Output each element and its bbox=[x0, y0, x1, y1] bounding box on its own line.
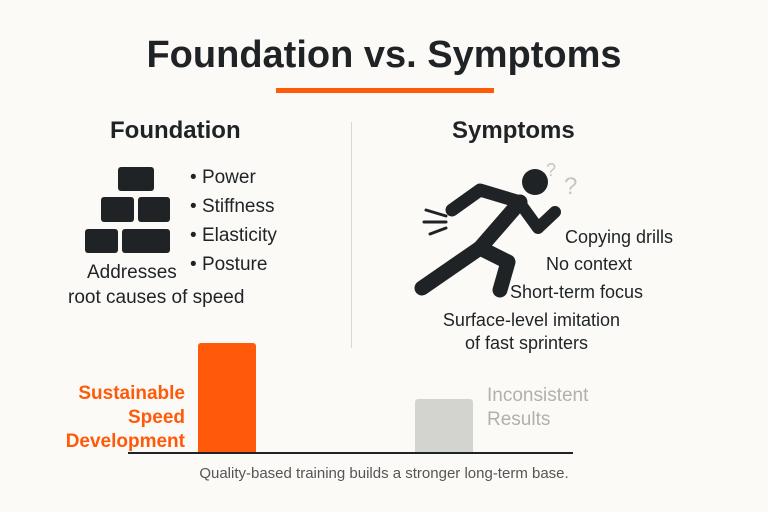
running-person-icon: ? ? bbox=[414, 160, 577, 298]
title-underline bbox=[276, 88, 494, 93]
page-title: Foundation vs. Symptoms bbox=[146, 34, 622, 76]
foundation-heading: Foundation bbox=[110, 117, 241, 144]
foundation-caption-1: Addresses bbox=[87, 262, 177, 283]
symptom-item: Surface-level imitation bbox=[442, 310, 620, 330]
footer-caption: Quality-based training builds a stronger… bbox=[199, 465, 569, 482]
bullet-item: • Elasticity bbox=[190, 225, 277, 246]
svg-text:?: ? bbox=[546, 160, 556, 180]
foundation-caption-2: root causes of speed bbox=[68, 287, 245, 308]
svg-text:?: ? bbox=[564, 173, 577, 200]
baseline bbox=[128, 452, 573, 454]
symptom-item: Short-term focus bbox=[509, 282, 643, 302]
bullet-item: • Power bbox=[190, 167, 256, 188]
symptom-item: No context bbox=[545, 254, 632, 274]
sustainable-label: Sustainable Speed Development bbox=[65, 383, 185, 452]
bullet-item: • Posture bbox=[190, 254, 268, 275]
foundation-bullets: • Power • Stiffness • Elasticity • Postu… bbox=[190, 163, 277, 279]
inconsistent-label: Inconsistent Results bbox=[487, 385, 589, 430]
symptom-item: Copying drills bbox=[564, 227, 673, 247]
divider bbox=[351, 122, 352, 348]
symptom-item: of fast sprinters bbox=[464, 333, 588, 353]
sustainable-bar bbox=[198, 343, 256, 452]
bullet-item: • Stiffness bbox=[190, 196, 275, 217]
symptoms-heading: Symptoms bbox=[452, 117, 575, 144]
inconsistent-bar bbox=[415, 399, 473, 452]
